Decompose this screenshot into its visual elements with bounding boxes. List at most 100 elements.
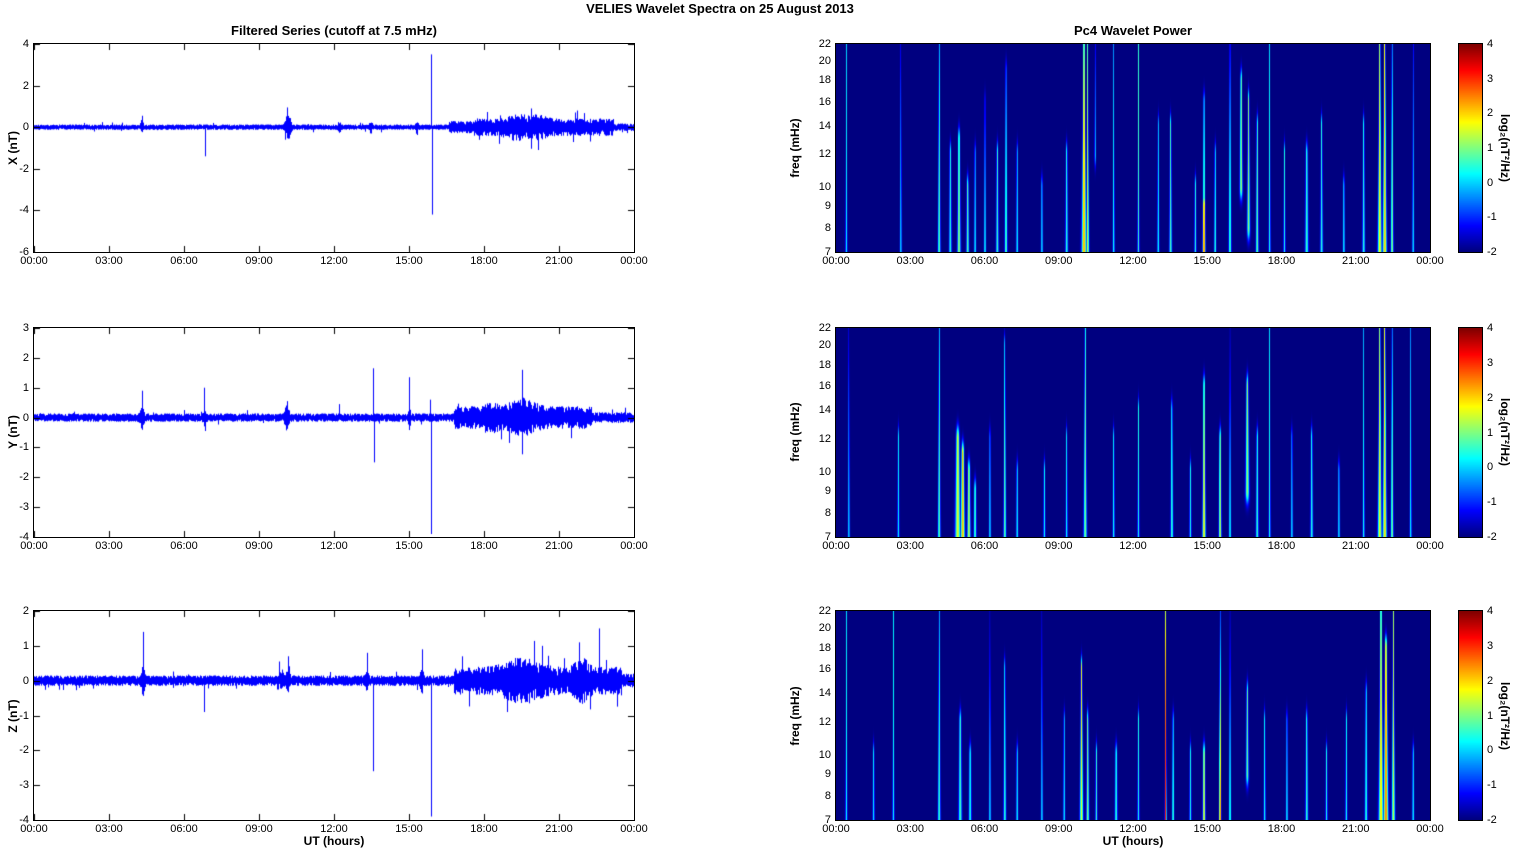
y-tick-label: 2 [22, 79, 29, 92]
freq-tick-label: 18 [818, 641, 831, 654]
x-tick-label: 00:00 [822, 255, 850, 267]
x-tick-label: 00:00 [620, 540, 648, 552]
colorbar-tick-label: 3 [1487, 639, 1494, 652]
freq-tick-label: 16 [818, 663, 831, 676]
freq-tick-label: 14 [818, 404, 831, 417]
colorbar-tick-label: 2 [1487, 107, 1494, 120]
y-tick-label: 2 [22, 351, 29, 364]
y-tick-label: -2 [19, 744, 29, 757]
x-wavelet-panel: 00:00 03:00 06:00 09:00 12:00 15:00 18:00 21:00… [819, 38, 1444, 267]
x-tick-label: 21:00 [1341, 823, 1370, 835]
x-tick-label: 15:00 [395, 823, 423, 835]
x-tick-label: 03:00 [95, 823, 123, 835]
freq-tick-label: 16 [818, 95, 831, 108]
y-tick-label: -3 [19, 779, 29, 792]
x-tick-label: 18:00 [470, 255, 498, 267]
x-tick-label: 00:00 [20, 540, 48, 552]
y-series-panel: 00:00 03:00 06:00 09:00 12:00 15:00 18:00 21:00… [19, 322, 648, 552]
x-tick-label: 03:00 [95, 540, 123, 552]
x-tick-label: 06:00 [970, 540, 999, 552]
x-tick-label: 06:00 [970, 255, 999, 267]
freq-tick-label: 9 [824, 768, 831, 781]
x-tick-label: 06:00 [170, 823, 198, 835]
x-tick-label: 09:00 [245, 255, 273, 267]
colorbar-tick-label: 2 [1487, 674, 1494, 687]
freq-tick-label: 14 [818, 687, 831, 700]
z-wavelet-heatmap-canvas [836, 611, 1430, 820]
x-tick-label: 18:00 [1267, 255, 1296, 267]
y-tick-label: 3 [22, 322, 29, 334]
freq-tick-label: 12 [818, 715, 831, 728]
y-tick-label: 0 [22, 411, 29, 424]
x-series-canvas [34, 44, 634, 252]
y-tick-label: -1 [19, 441, 29, 454]
colorbar-bottom: 4 3 2 1 0 -1 -2 [1458, 605, 1497, 826]
freq-tick-label: 18 [818, 74, 831, 87]
z-series-panel: 00:00 03:00 06:00 09:00 12:00 15:00 18:00 21:00… [19, 605, 648, 835]
figure-title: VELIES Wavelet Spectra on 25 August 2013 [586, 1, 854, 16]
freq-tick-label: 7 [824, 814, 831, 826]
freq-tick-label: 12 [818, 432, 831, 445]
x-tick-label: 15:00 [395, 255, 423, 267]
freq-tick-label: 10 [818, 181, 831, 194]
x-tick-label: 15:00 [1193, 540, 1222, 552]
x-tick-label: 15:00 [395, 540, 423, 552]
colorbar-tick-label: 0 [1487, 461, 1494, 474]
x-tick-label: 00:00 [1416, 540, 1444, 552]
x-series-panel: 00:00 03:00 06:00 09:00 12:00 15:00 18:00 21:00… [19, 38, 648, 267]
freq-tick-label: 18 [818, 358, 831, 371]
colorbar-top: 4 3 2 1 0 -1 -2 [1458, 38, 1497, 258]
y-tick-label: 2 [22, 605, 29, 617]
right-column-title: Pc4 Wavelet Power [1073, 23, 1192, 38]
freq-tick-label: 20 [818, 55, 831, 68]
colorbar-gradient [1459, 328, 1482, 537]
freq-tick-label: 20 [818, 622, 831, 635]
y-tick-label: -3 [19, 501, 29, 514]
colorbar-gradient [1459, 44, 1482, 252]
colorbar-tick-label: 1 [1487, 142, 1494, 154]
colorbar-tick-label: -1 [1487, 779, 1497, 792]
y-tick-label: 1 [22, 381, 29, 394]
colorbar-middle: 4 3 2 1 0 -1 -2 [1458, 322, 1497, 543]
colorbar-tick-label: 3 [1487, 356, 1494, 369]
x-tick-label: 21:00 [1341, 540, 1370, 552]
y-tick-label: 4 [22, 38, 29, 50]
freq-tick-label: 22 [818, 605, 831, 617]
z-wavelet-panel: 00:00 03:00 06:00 09:00 12:00 15:00 18:00 21:00… [819, 605, 1444, 835]
x-tick-label: 00:00 [620, 823, 648, 835]
freq-tick-label: 7 [824, 246, 831, 258]
colorbar-tick-label: 0 [1487, 176, 1494, 189]
x-tick-label: 18:00 [1267, 823, 1296, 835]
y-wavelet-panel: 00:00 03:00 06:00 09:00 12:00 15:00 18:00 21:00… [819, 322, 1444, 552]
x-tick-label: 12:00 [320, 540, 348, 552]
left-xaxis-label: UT (hours) [303, 834, 365, 848]
x-tick-label: 09:00 [1044, 255, 1073, 267]
y-tick-label: -4 [19, 531, 29, 543]
z-series-canvas [34, 611, 634, 820]
colorbar-tick-label: 4 [1487, 605, 1494, 617]
x-tick-label: 00:00 [20, 823, 48, 835]
x-tick-label: 06:00 [970, 823, 999, 835]
freq-tick-label: 12 [818, 148, 831, 161]
colorbar-gradient [1459, 611, 1482, 820]
freq-tick-label: 7 [824, 531, 831, 543]
y-tick-label: 0 [22, 674, 29, 687]
x-tick-label: 12:00 [320, 255, 348, 267]
freq-tick-label: 22 [818, 38, 831, 50]
x-wavelet-freq-label: freq (mHz) [788, 118, 802, 178]
colorbar-tick-label: 1 [1487, 426, 1494, 439]
colorbar-label-top: log₂(nT²/Hz) [1498, 114, 1512, 182]
freq-tick-label: 20 [818, 339, 831, 352]
x-tick-label: 12:00 [1119, 823, 1147, 835]
colorbar-label-middle: log₂(nT²/Hz) [1498, 398, 1512, 466]
colorbar-tick-label: 3 [1487, 72, 1494, 85]
y-tick-label: -4 [19, 204, 29, 217]
x-tick-label: 15:00 [1193, 823, 1222, 835]
y-series-canvas [34, 328, 634, 537]
colorbar-tick-label: -1 [1487, 211, 1497, 224]
freq-tick-label: 14 [818, 120, 831, 133]
x-tick-label: 09:00 [245, 823, 273, 835]
x-tick-label: 18:00 [1267, 540, 1296, 552]
colorbar-tick-label: 4 [1487, 322, 1494, 334]
